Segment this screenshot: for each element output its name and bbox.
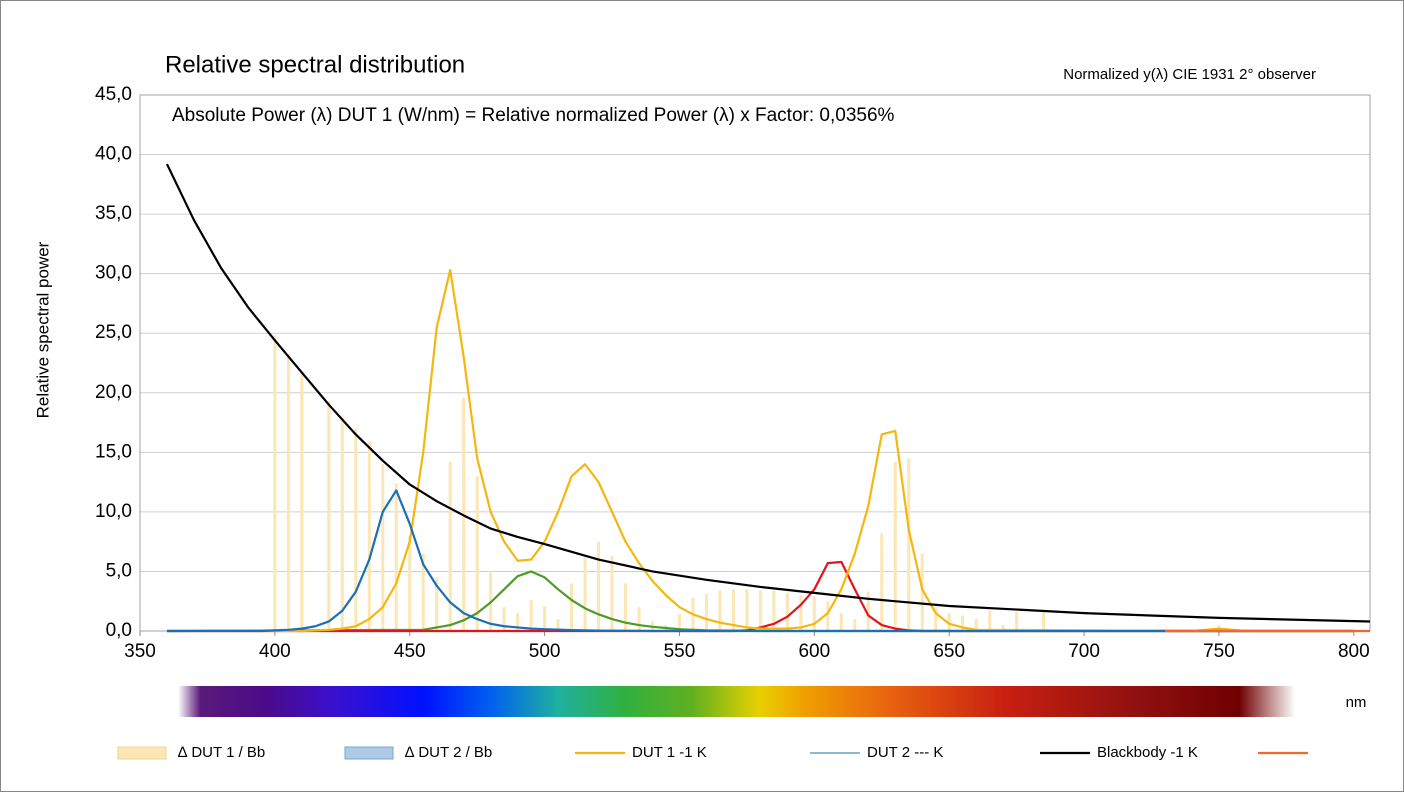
bar (273, 335, 277, 631)
bar (988, 610, 992, 631)
bar (799, 595, 803, 631)
y-tick-label: 15,0 (95, 441, 132, 462)
x-tick-label: 350 (124, 641, 156, 662)
x-tick-label: 650 (933, 641, 965, 662)
bar (475, 476, 479, 631)
legend-label: Blackbody -1 K (1097, 744, 1198, 761)
bar (300, 371, 304, 631)
line (165, 163, 1371, 623)
y-tick-label: 35,0 (95, 203, 132, 224)
legend-swatch (117, 746, 167, 760)
spectrum-strip (178, 686, 1295, 717)
bar (570, 583, 574, 631)
bar (718, 590, 722, 631)
bar (637, 607, 641, 631)
bar (826, 601, 830, 631)
bar (286, 354, 290, 631)
bar (421, 553, 425, 631)
y-tick-label: 40,0 (95, 144, 132, 165)
bar (745, 589, 749, 631)
bar (597, 541, 601, 631)
bar (435, 577, 439, 631)
bar (624, 583, 628, 631)
x-tick-label: 450 (394, 641, 426, 662)
bar (677, 614, 681, 631)
bar (866, 591, 870, 631)
bar (961, 615, 965, 631)
bar (785, 592, 789, 631)
line (166, 570, 1354, 633)
chart-title: Relative spectral distribution (165, 51, 465, 78)
bar (934, 607, 938, 631)
bar (583, 557, 587, 631)
bar (502, 607, 506, 631)
bar (556, 619, 560, 631)
bar (772, 590, 776, 631)
legend-label: ∆ DUT 2 / Bb (405, 744, 492, 761)
legend-label: ∆ DUT 1 / Bb (178, 744, 265, 761)
bar (893, 461, 897, 631)
x-axis-label: nm (1346, 694, 1367, 711)
y-tick-label: 25,0 (95, 322, 132, 343)
bar (947, 613, 951, 631)
bar (408, 535, 412, 631)
bar (610, 555, 614, 631)
bar (704, 594, 708, 631)
x-tick-label: 800 (1338, 641, 1370, 662)
bar (516, 613, 520, 631)
bar (448, 461, 452, 631)
line (166, 268, 1354, 633)
x-tick-label: 550 (664, 641, 696, 662)
legend-swatch (344, 746, 394, 760)
bar (731, 589, 735, 631)
bar (529, 600, 533, 631)
y-tick-label: 30,0 (95, 263, 132, 284)
line (166, 489, 1354, 633)
legend-label: DUT 2 --- K (867, 744, 943, 761)
bar (381, 464, 385, 631)
bar (1015, 611, 1019, 631)
bar (853, 619, 857, 631)
y-tick-label: 5,0 (106, 560, 132, 581)
bar (880, 533, 884, 631)
x-tick-label: 500 (529, 641, 561, 662)
bar (812, 596, 816, 631)
bar (354, 428, 358, 631)
bar (907, 458, 911, 631)
bar (543, 605, 547, 631)
bar (974, 619, 978, 631)
x-tick-label: 750 (1203, 641, 1235, 662)
y-tick-label: 10,0 (95, 501, 132, 522)
annotation: Absolute Power (λ) DUT 1 (W/nm) = Relati… (172, 105, 895, 126)
x-tick-label: 700 (1068, 641, 1100, 662)
bar (1042, 611, 1046, 631)
y-axis-label: Relative spectral power (33, 241, 52, 418)
bar (758, 590, 762, 631)
bar (839, 613, 843, 631)
subtitle: Normalized y(λ) CIE 1931 2° observer (1063, 66, 1316, 83)
legend-label: DUT 1 -1 K (632, 744, 707, 761)
bar (340, 416, 344, 631)
bar (327, 401, 331, 631)
bar (1001, 625, 1005, 631)
bar (920, 553, 924, 631)
y-tick-label: 0,0 (106, 620, 132, 641)
x-tick-label: 400 (259, 641, 291, 662)
bar (394, 483, 398, 631)
y-tick-label: 20,0 (95, 382, 132, 403)
y-tick-label: 45,0 (95, 84, 132, 105)
bar (367, 441, 371, 631)
x-tick-label: 600 (798, 641, 830, 662)
